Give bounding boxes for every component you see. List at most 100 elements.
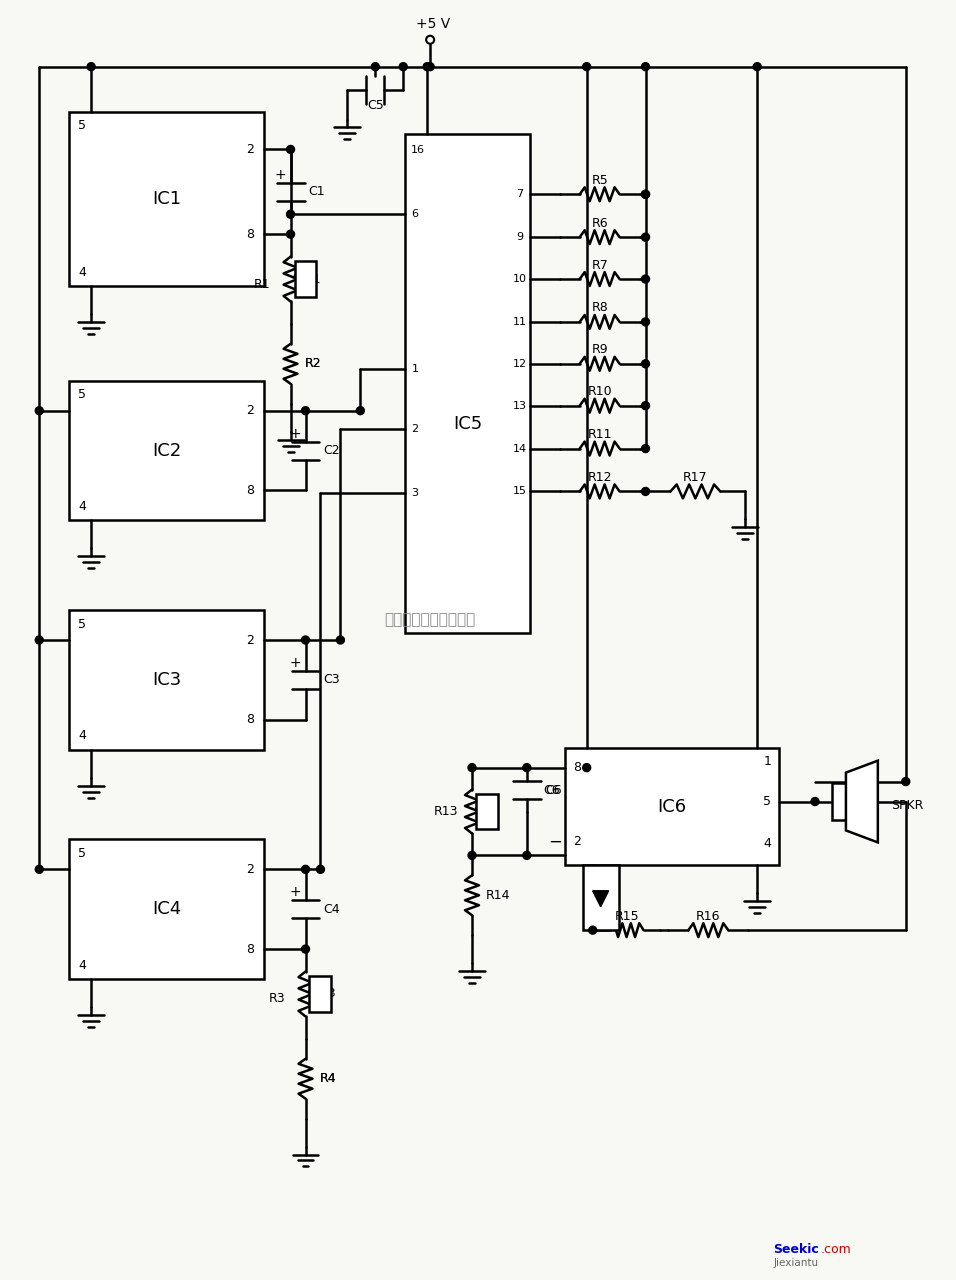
Text: 8: 8 bbox=[246, 484, 253, 497]
Circle shape bbox=[35, 865, 43, 873]
Text: 5: 5 bbox=[78, 617, 86, 631]
Text: 2: 2 bbox=[246, 863, 253, 876]
Text: 5: 5 bbox=[78, 388, 86, 401]
Text: R11: R11 bbox=[587, 428, 612, 442]
Text: 15: 15 bbox=[512, 486, 527, 497]
Text: 5: 5 bbox=[78, 847, 86, 860]
Text: R15: R15 bbox=[615, 910, 639, 923]
Text: R4: R4 bbox=[319, 1073, 337, 1085]
Text: C1: C1 bbox=[309, 186, 325, 198]
Text: R5: R5 bbox=[591, 174, 608, 187]
Text: 12: 12 bbox=[512, 358, 527, 369]
Text: Seekic: Seekic bbox=[773, 1243, 819, 1256]
Text: R7: R7 bbox=[591, 259, 608, 271]
Text: 2: 2 bbox=[246, 143, 253, 156]
Circle shape bbox=[753, 63, 761, 70]
Text: 2: 2 bbox=[246, 404, 253, 417]
Text: 2: 2 bbox=[573, 835, 580, 847]
Text: R2: R2 bbox=[305, 357, 321, 370]
Text: 1: 1 bbox=[412, 364, 419, 374]
Text: C4: C4 bbox=[323, 902, 340, 915]
Circle shape bbox=[287, 210, 294, 218]
Bar bbox=[583, 865, 619, 931]
Circle shape bbox=[400, 63, 407, 70]
Circle shape bbox=[641, 63, 649, 70]
Circle shape bbox=[641, 402, 649, 410]
Text: R3: R3 bbox=[319, 987, 337, 1001]
Bar bbox=[69, 380, 264, 521]
Circle shape bbox=[287, 230, 294, 238]
Text: R3: R3 bbox=[269, 992, 286, 1006]
Circle shape bbox=[35, 636, 43, 644]
Circle shape bbox=[337, 636, 344, 644]
Circle shape bbox=[468, 764, 476, 772]
Text: 4: 4 bbox=[78, 959, 86, 972]
Text: 4: 4 bbox=[78, 500, 86, 513]
Text: .com: .com bbox=[821, 1243, 852, 1256]
Polygon shape bbox=[846, 760, 878, 842]
Text: C6: C6 bbox=[545, 783, 561, 796]
Text: R12: R12 bbox=[587, 471, 612, 484]
Text: 11: 11 bbox=[512, 317, 527, 326]
Bar bbox=[294, 261, 316, 297]
Text: R6: R6 bbox=[592, 216, 608, 229]
Text: 9: 9 bbox=[516, 232, 524, 242]
Circle shape bbox=[641, 275, 649, 283]
Circle shape bbox=[902, 777, 910, 786]
Circle shape bbox=[424, 63, 431, 70]
Bar bbox=[310, 977, 332, 1012]
Text: R10: R10 bbox=[587, 385, 612, 398]
Text: IC1: IC1 bbox=[152, 189, 181, 207]
Circle shape bbox=[35, 407, 43, 415]
Circle shape bbox=[641, 360, 649, 367]
Bar bbox=[69, 111, 264, 285]
Text: +5 V: +5 V bbox=[416, 17, 450, 31]
Text: 4: 4 bbox=[763, 837, 771, 850]
Text: 2: 2 bbox=[412, 424, 419, 434]
Circle shape bbox=[287, 146, 294, 154]
Text: 8: 8 bbox=[246, 713, 253, 726]
Circle shape bbox=[371, 63, 380, 70]
Circle shape bbox=[811, 797, 819, 805]
Text: −: − bbox=[548, 832, 562, 850]
Text: R8: R8 bbox=[591, 302, 608, 315]
Text: IC3: IC3 bbox=[152, 671, 181, 689]
Circle shape bbox=[316, 865, 324, 873]
Circle shape bbox=[468, 851, 476, 859]
Circle shape bbox=[641, 444, 649, 453]
Text: 8: 8 bbox=[246, 228, 253, 241]
Circle shape bbox=[583, 63, 591, 70]
Text: R2: R2 bbox=[305, 357, 321, 370]
Text: R1: R1 bbox=[254, 278, 271, 291]
Circle shape bbox=[641, 191, 649, 198]
Bar bbox=[832, 782, 846, 820]
Bar bbox=[565, 748, 779, 865]
Circle shape bbox=[301, 865, 310, 873]
Text: 5: 5 bbox=[763, 795, 771, 808]
Circle shape bbox=[523, 764, 531, 772]
Circle shape bbox=[641, 191, 649, 198]
Text: 5: 5 bbox=[78, 119, 86, 132]
Text: 3: 3 bbox=[412, 489, 419, 498]
Circle shape bbox=[426, 63, 434, 70]
Text: IC4: IC4 bbox=[152, 900, 181, 918]
Text: +: + bbox=[290, 886, 301, 900]
Text: R13: R13 bbox=[434, 805, 458, 818]
Text: 7: 7 bbox=[516, 189, 524, 200]
Bar bbox=[69, 611, 264, 750]
Circle shape bbox=[87, 63, 95, 70]
Text: C2: C2 bbox=[323, 444, 340, 457]
Circle shape bbox=[589, 927, 597, 934]
Text: R9: R9 bbox=[592, 343, 608, 356]
Circle shape bbox=[301, 636, 310, 644]
Text: 6: 6 bbox=[412, 209, 419, 219]
Text: 14: 14 bbox=[512, 444, 527, 453]
Text: 16: 16 bbox=[411, 146, 425, 155]
Text: 13: 13 bbox=[512, 401, 527, 411]
Text: R16: R16 bbox=[696, 910, 721, 923]
Circle shape bbox=[301, 407, 310, 415]
Bar bbox=[476, 794, 498, 829]
Text: 杭州将睿科技有限公司: 杭州将睿科技有限公司 bbox=[384, 613, 476, 627]
Bar bbox=[405, 134, 530, 634]
Text: IC5: IC5 bbox=[453, 415, 482, 433]
